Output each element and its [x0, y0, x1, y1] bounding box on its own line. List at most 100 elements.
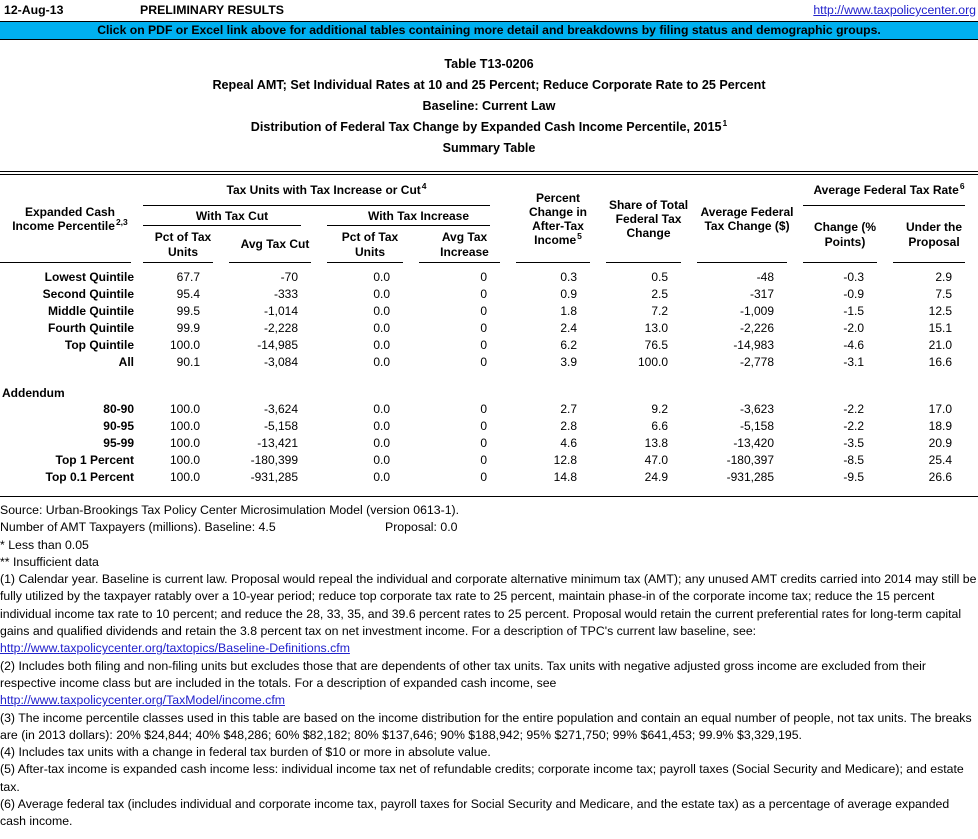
baseline-definitions-link[interactable]: http://www.taxpolicycenter.org/taxtopics… [0, 641, 350, 656]
table-cell: -70 [280, 270, 298, 284]
table-cell: 7.5 [935, 287, 953, 301]
table-cell: 100.0 [169, 436, 200, 450]
col-header-percentile-text: Expanded Cash Income Percentile [12, 204, 116, 233]
table-cell: 99.9 [176, 321, 200, 335]
summary-table-title: Summary Table [442, 141, 536, 155]
table-cell: 12.5 [928, 304, 953, 318]
table-cell: 0 [480, 470, 488, 484]
col-header-rate-change-points: Change (% Points) [800, 206, 890, 263]
group-header-with-tax-cut: With Tax Cut [140, 206, 324, 226]
table-row: Lowest Quintile 67.7 -70 0.0 0 0.3 0.5 -48 -0.3 2… [0, 263, 978, 286]
footnote-ref-4: 4 [421, 181, 427, 192]
table-cell: 0 [480, 436, 488, 450]
col-header-pct-units-with-cut: Pct of Tax Units [140, 226, 226, 263]
table-cell: -3,623 [739, 402, 775, 416]
table-cell: 0 [480, 287, 488, 301]
table-cell: 17.0 [928, 402, 953, 416]
table-cell: 25.4 [928, 453, 953, 467]
table-cell: 100.0 [169, 402, 200, 416]
table-cell: 13.8 [644, 436, 669, 450]
table-cell: -3.1 [843, 355, 865, 369]
table-cell: 100.0 [169, 470, 200, 484]
col-header-pct-change-after-tax-income: Percent Change in After-Tax Income5 [513, 173, 603, 263]
row-label: All [118, 355, 134, 369]
table-cell: 0.0 [373, 402, 390, 416]
table-cell: 2.7 [560, 402, 578, 416]
table-cell: 2.4 [560, 321, 578, 335]
table-cell: -13,421 [257, 436, 298, 450]
table-cell: 16.6 [928, 355, 953, 369]
table-cell: -2.0 [843, 321, 865, 335]
table-cell: -2.2 [843, 419, 865, 433]
table-cell: 47.0 [644, 453, 669, 467]
table-cell: 0.0 [373, 338, 390, 352]
table-cell: 0.0 [373, 436, 390, 450]
table-cell: -14,985 [257, 338, 298, 352]
table-cell: 6.2 [560, 338, 578, 352]
table-cell: 100.0 [169, 419, 200, 433]
table-cell: -180,397 [726, 453, 775, 467]
table-cell: -1.5 [843, 304, 865, 318]
table-row: Top 0.1 Percent 100.0 -931,285 0.0 0 14.8 24.9… [0, 469, 978, 486]
table-cell: -14,983 [733, 338, 775, 352]
table-cell: 95.4 [176, 287, 200, 301]
table-cell: 0.0 [373, 470, 390, 484]
table-cell: 0.0 [373, 304, 390, 318]
amt-baseline-value: Number of AMT Taxpayers (millions). Base… [0, 520, 276, 535]
table-cell: 14.8 [553, 470, 578, 484]
row-label: Top Quintile [64, 338, 134, 352]
spacer-cell [0, 486, 978, 497]
table-cell: -13,420 [733, 436, 775, 450]
table-cell: 12.8 [553, 453, 578, 467]
footnote-1: (1) Calendar year. Baseline is current l… [0, 572, 977, 639]
footnote-4: (4) Includes tax units with a change in … [0, 745, 491, 760]
footnote-ref-1: 1 [722, 117, 728, 128]
table-cell: 2.9 [935, 270, 953, 284]
table-cell: -48 [756, 270, 775, 284]
baseline-title: Baseline: Current Law [422, 99, 556, 113]
table-cell: 0.0 [373, 419, 390, 433]
table-cell: 0.5 [651, 270, 669, 284]
table-cell: 24.9 [644, 470, 669, 484]
table-cell: -931,285 [250, 470, 298, 484]
table-cell: 0 [480, 270, 488, 284]
table-cell: 0 [480, 453, 488, 467]
group-header-avg-federal-tax-rate: Average Federal Tax Rate6 [800, 173, 978, 206]
table-cell: 0 [480, 321, 488, 335]
table-row: 90-95 100.0 -5,158 0.0 0 2.8 6.6 -5,158 -2.2 18.9 [0, 418, 978, 435]
table-cell: -3.5 [843, 436, 865, 450]
footnote-3: (3) The income percentile classes used i… [0, 710, 972, 742]
table-number-title: Table T13-0206 [444, 57, 534, 71]
table-cell: 67.7 [176, 270, 200, 284]
table-cell: 2.8 [560, 419, 578, 433]
table-cell: -0.3 [843, 270, 865, 284]
table-cell: 99.5 [176, 304, 200, 318]
amt-taxpayers-note: Number of AMT Taxpayers (millions). Base… [0, 519, 978, 536]
income-definition-link[interactable]: http://www.taxpolicycenter.org/TaxModel/… [0, 693, 285, 708]
table-cell: 100.0 [169, 338, 200, 352]
table-row: Fourth Quintile 99.9 -2,228 0.0 0 2.4 13.0 -2,2… [0, 320, 978, 337]
table-row: 95-99 100.0 -13,421 0.0 0 4.6 13.8 -13,420 -3.5 2… [0, 435, 978, 452]
col-header-percentile: Expanded Cash Income Percentile2,3 [0, 173, 140, 263]
spacer-row [0, 371, 978, 384]
top-bar: 12-Aug-13 PRELIMINARY RESULTS http://www… [0, 0, 978, 21]
title-block: Table T13-0206 Repeal AMT; Set Individua… [0, 54, 978, 159]
table-cell: 0.0 [373, 453, 390, 467]
footnote-ref-5: 5 [577, 231, 582, 242]
table-cell: -5,158 [739, 419, 775, 433]
taxpolicycenter-link[interactable]: http://www.taxpolicycenter.org [813, 3, 976, 17]
table-cell: 90.1 [176, 355, 200, 369]
footnote-ref-6: 6 [959, 181, 965, 192]
footnote-ref-2-3: 2,3 [115, 217, 128, 227]
table-cell: -0.9 [843, 287, 865, 301]
date-label: 12-Aug-13 [4, 3, 64, 17]
table-cell: 20.9 [928, 436, 953, 450]
table-cell: 9.2 [651, 402, 669, 416]
table-cell: 0.0 [373, 321, 390, 335]
col-header-pct-units-with-increase: Pct of Tax Units [324, 226, 416, 263]
group-header-avg-rate-text: Average Federal Tax Rate [813, 183, 959, 198]
table-body: Lowest Quintile 67.7 -70 0.0 0 0.3 0.5 -48 -0.3 2… [0, 263, 978, 497]
table-cell: 13.0 [644, 321, 669, 335]
table-cell: 76.5 [644, 338, 669, 352]
